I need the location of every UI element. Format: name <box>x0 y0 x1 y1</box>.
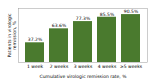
svg-text:3 weeks: 3 weeks <box>74 64 93 69</box>
svg-text:4 weeks: 4 weeks <box>98 64 117 69</box>
svg-text:85.5%: 85.5% <box>100 12 115 17</box>
svg-text:90.5%: 90.5% <box>124 9 139 14</box>
svg-text:37.2%: 37.2% <box>28 37 43 42</box>
svg-text:63.6%: 63.6% <box>52 23 67 28</box>
svg-text:Cumulative virologic remission: Cumulative virologic remission rate, % <box>40 74 128 79</box>
svg-text:Patients in virologicremission: Patients in virologicremission, % <box>7 13 17 58</box>
svg-text:1 week: 1 week <box>27 64 44 69</box>
svg-text:2 weeks: 2 weeks <box>50 64 69 69</box>
svg-text:77.3%: 77.3% <box>76 16 91 21</box>
svg-text:≥5 weeks: ≥5 weeks <box>120 64 143 69</box>
